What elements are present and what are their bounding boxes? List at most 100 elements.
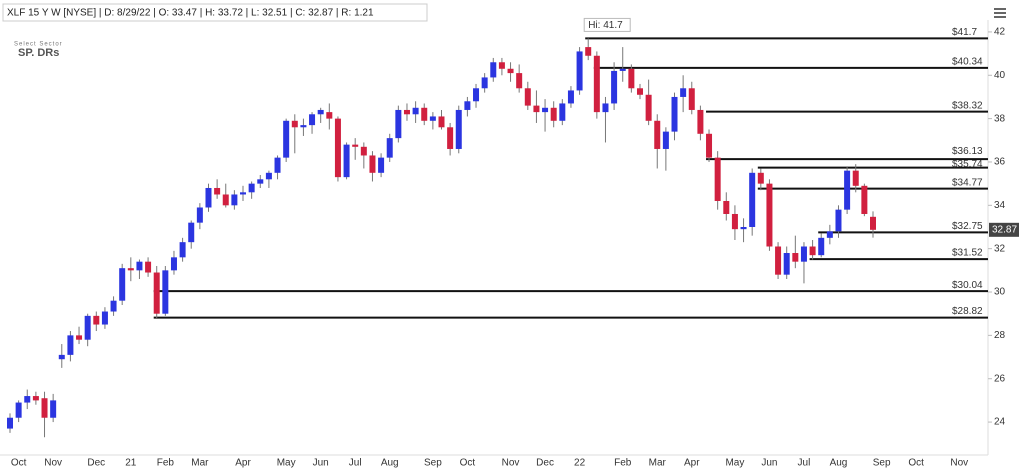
candle-body xyxy=(550,107,557,121)
y-tick-label: 24 xyxy=(994,417,1006,428)
candle-body xyxy=(196,207,203,223)
level-label: $30.04 xyxy=(952,280,983,291)
candle-body xyxy=(844,170,851,210)
candle-body xyxy=(567,90,574,104)
candle-body xyxy=(455,109,462,149)
level-label: $28.82 xyxy=(952,306,983,317)
candle-body xyxy=(403,109,410,115)
candle-body xyxy=(222,194,229,206)
x-tick-label: Mar xyxy=(191,458,209,469)
x-tick-label: Nov xyxy=(950,458,968,469)
candle-body xyxy=(110,300,117,312)
candle-body xyxy=(654,120,661,149)
candle-body xyxy=(671,96,678,132)
x-tick-label: Nov xyxy=(44,458,62,469)
price-tag xyxy=(989,222,1019,237)
candle-body xyxy=(412,107,419,115)
candle-body xyxy=(619,68,626,71)
x-tick-label: Feb xyxy=(614,458,632,469)
candle-body xyxy=(809,246,816,256)
candle-body xyxy=(714,157,721,201)
x-tick-label: Apr xyxy=(235,458,251,469)
high-note: Hi: 41.7 xyxy=(588,20,623,31)
candle-body xyxy=(792,253,799,262)
x-tick-label: Oct xyxy=(908,458,924,469)
x-tick-label: Nov xyxy=(502,458,520,469)
x-tick-label: Jun xyxy=(313,458,329,469)
y-tick-label: 42 xyxy=(994,27,1006,38)
x-tick-label: Oct xyxy=(460,458,476,469)
candle-body xyxy=(662,131,669,149)
candle-body xyxy=(378,157,385,173)
x-tick-label: May xyxy=(725,458,744,469)
candle-body xyxy=(386,138,393,158)
candle-body xyxy=(783,253,790,275)
level-label: $32.75 xyxy=(952,221,983,232)
candle-body xyxy=(516,73,523,89)
candle-body xyxy=(119,268,126,301)
candle-body xyxy=(50,400,57,418)
x-tick-label: Oct xyxy=(11,458,27,469)
candle-body xyxy=(153,272,160,314)
candle-body xyxy=(179,242,186,258)
candle-body xyxy=(852,170,859,186)
candle-body xyxy=(706,133,713,158)
candle-body xyxy=(317,109,324,115)
candle-body xyxy=(800,246,807,262)
header-box xyxy=(2,3,428,22)
candle-body xyxy=(490,62,497,78)
candle-body xyxy=(127,268,134,271)
candle-body xyxy=(507,68,514,74)
high-note-box xyxy=(583,17,631,32)
candle-body xyxy=(542,107,549,113)
candle-body xyxy=(576,51,583,91)
menu-icon[interactable] xyxy=(994,8,1006,18)
candle-body xyxy=(559,103,566,121)
x-tick-label: 21 xyxy=(125,458,137,469)
candle-body xyxy=(162,270,169,314)
logo-top: Select Sector xyxy=(14,42,63,48)
candle-body xyxy=(248,183,255,193)
candle-body xyxy=(395,109,402,139)
candle-body xyxy=(67,335,74,355)
y-tick-label: 38 xyxy=(994,113,1006,124)
candle-body xyxy=(775,246,782,275)
level-label: $35.74 xyxy=(952,159,983,170)
level-label: $41.7 xyxy=(952,27,977,38)
candle-body xyxy=(533,105,540,113)
candle-body xyxy=(861,185,868,214)
candle-body xyxy=(731,213,738,230)
candle-body xyxy=(136,261,143,271)
candle-body xyxy=(205,187,212,208)
candle-body xyxy=(645,94,652,121)
candle-body xyxy=(231,194,238,206)
y-tick-label: 28 xyxy=(994,330,1006,341)
y-tick-label: 26 xyxy=(994,373,1006,384)
candle-body xyxy=(334,118,341,178)
candle-body xyxy=(628,68,635,89)
candle-body xyxy=(464,101,471,110)
candle-body xyxy=(636,88,643,95)
candle-body xyxy=(24,396,31,403)
candle-body xyxy=(447,127,454,149)
x-tick-label: Apr xyxy=(684,458,700,469)
candle-body xyxy=(257,179,264,184)
x-tick-label: Jul xyxy=(798,458,811,469)
candle-body xyxy=(309,114,316,126)
candle-body xyxy=(602,103,609,113)
candle-body xyxy=(41,398,48,418)
x-tick-label: Jun xyxy=(761,458,777,469)
candle-body xyxy=(58,354,65,360)
y-tick-label: 30 xyxy=(994,287,1006,298)
level-label: $36.13 xyxy=(952,146,983,157)
y-tick-label: 36 xyxy=(994,157,1006,168)
candle-body xyxy=(360,146,367,156)
candle-body xyxy=(145,261,152,273)
candle-body xyxy=(481,77,488,89)
candle-body xyxy=(84,315,91,340)
candle-body xyxy=(76,335,83,340)
level-label: $34.77 xyxy=(952,177,983,188)
candle-body xyxy=(585,47,592,56)
